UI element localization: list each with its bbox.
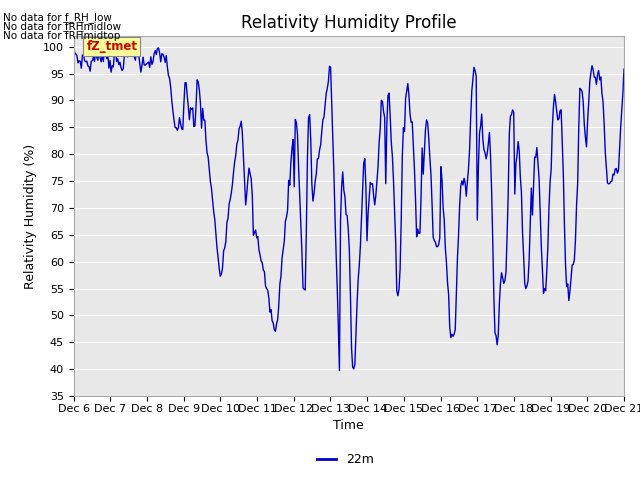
Text: No data for f_RH_low: No data for f_RH_low — [3, 12, 112, 23]
Title: Relativity Humidity Profile: Relativity Humidity Profile — [241, 13, 456, 32]
Text: No data for f̅RH̅midtop: No data for f̅RH̅midtop — [3, 31, 120, 41]
X-axis label: Time: Time — [333, 419, 364, 432]
Legend: 22m: 22m — [312, 448, 379, 471]
Text: fZ_tmet: fZ_tmet — [86, 40, 138, 53]
Text: No data for f̅RH̅midlow: No data for f̅RH̅midlow — [3, 22, 122, 32]
Y-axis label: Relativity Humidity (%): Relativity Humidity (%) — [24, 144, 37, 288]
